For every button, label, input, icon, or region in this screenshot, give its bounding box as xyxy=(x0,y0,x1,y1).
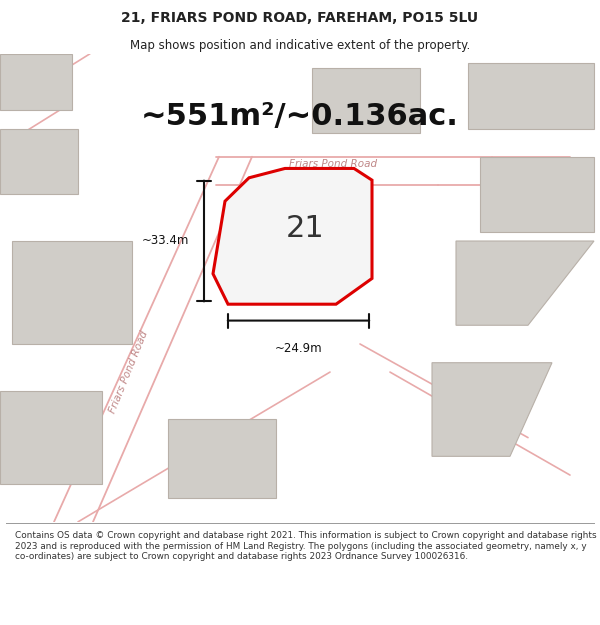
Polygon shape xyxy=(432,362,552,456)
Text: 21, FRIARS POND ROAD, FAREHAM, PO15 5LU: 21, FRIARS POND ROAD, FAREHAM, PO15 5LU xyxy=(121,11,479,25)
Text: 21: 21 xyxy=(285,214,324,243)
Polygon shape xyxy=(12,241,132,344)
Polygon shape xyxy=(480,157,594,232)
Polygon shape xyxy=(468,63,594,129)
Text: ~24.9m: ~24.9m xyxy=(275,342,322,354)
Polygon shape xyxy=(0,129,78,194)
Polygon shape xyxy=(456,241,594,325)
Text: ~551m²/~0.136ac.: ~551m²/~0.136ac. xyxy=(141,102,459,131)
Text: ~33.4m: ~33.4m xyxy=(142,234,189,248)
Polygon shape xyxy=(312,68,420,133)
Text: Map shows position and indicative extent of the property.: Map shows position and indicative extent… xyxy=(130,39,470,52)
Polygon shape xyxy=(213,169,372,304)
Polygon shape xyxy=(168,419,276,499)
Polygon shape xyxy=(0,391,102,484)
Text: Friars Pond Road: Friars Pond Road xyxy=(289,159,377,169)
Text: Contains OS data © Crown copyright and database right 2021. This information is : Contains OS data © Crown copyright and d… xyxy=(15,531,596,561)
Polygon shape xyxy=(0,54,72,110)
Text: Friars Pond Road: Friars Pond Road xyxy=(108,329,150,415)
